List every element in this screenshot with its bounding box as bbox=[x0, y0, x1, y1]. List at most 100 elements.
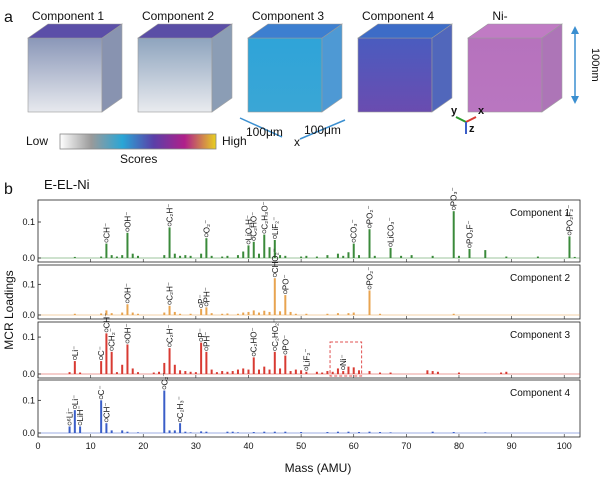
cube-title: Ni- bbox=[492, 9, 507, 23]
triad-y-label: y bbox=[451, 105, 458, 117]
peak-annotation: C₂HO⁻ bbox=[250, 212, 259, 237]
x-tick-label: 0 bbox=[35, 441, 40, 451]
series-label: Component 2 bbox=[510, 273, 570, 284]
cube-1: Component 1 bbox=[27, 9, 123, 113]
peak-annotation: C₂H₃⁻ bbox=[176, 396, 185, 418]
peak-annotation: LiCO₃⁻ bbox=[387, 217, 396, 243]
cube-4: Component 4 bbox=[357, 9, 453, 113]
peak-marker bbox=[451, 206, 456, 211]
peak-marker bbox=[99, 356, 104, 360]
peak-marker bbox=[199, 337, 204, 342]
peak-annotation: LiO₂H⁻ bbox=[244, 215, 253, 241]
peak-marker bbox=[67, 421, 72, 426]
peak-marker bbox=[204, 346, 209, 351]
cube-side-face bbox=[211, 23, 233, 113]
triad-z-label: z bbox=[469, 123, 475, 135]
peak-annotation: LiF₂⁻ bbox=[302, 348, 311, 366]
dim-z-arrowhead-top bbox=[571, 26, 579, 34]
panel-a-label: a bbox=[4, 9, 13, 26]
colorbar-high-label: High bbox=[222, 134, 247, 148]
plot-area: 0.00.1CH⁻OH⁻ C₂H⁻O₂⁻ LiO₂H⁻C₂HO⁻ C₂H₃O⁻ LiF₂… bbox=[22, 187, 581, 451]
peak-annotation: CO₃⁻ bbox=[350, 219, 359, 238]
cube-top-face bbox=[467, 23, 563, 39]
y-tick-label: 0.1 bbox=[22, 217, 35, 227]
cube-title: Component 2 bbox=[142, 9, 214, 23]
peak-marker bbox=[104, 418, 109, 423]
dim-z-label: 100nm bbox=[589, 48, 600, 82]
peak-annotation: OH⁻ bbox=[123, 212, 132, 228]
colorbar bbox=[59, 133, 217, 150]
cube-top-face bbox=[357, 23, 453, 39]
cube-5: Ni- bbox=[467, 9, 563, 113]
peak-marker bbox=[167, 343, 172, 348]
peak-marker bbox=[272, 346, 277, 351]
dim-y-arrow bbox=[299, 119, 346, 140]
subplot-3: 0.0 0.1 Li⁻ C⁻ CH⁻CH₂⁻ OH⁻ C₂H⁻ P⁻PH⁻ C₂HO⁻ C₂HO₂… bbox=[22, 313, 581, 379]
peak-annotation: C₂HO₂⁻ bbox=[271, 319, 280, 347]
subplot-1: 0.0 0.1 CH⁻ OH⁻ C₂H⁻ O₂⁻ LiO₂H⁻C₂HO⁻ C₂H₃O⁻ LiF₂… bbox=[22, 187, 581, 263]
y-axis-label: MCR Loadings bbox=[2, 270, 16, 349]
peak-annotation: PO₂F₂⁻ bbox=[565, 205, 574, 232]
peak-annotation: C₂H⁻ bbox=[166, 324, 175, 343]
cube-side-face bbox=[431, 23, 453, 113]
peak-annotation: P⁻ bbox=[197, 328, 206, 338]
cube-side-face bbox=[541, 23, 563, 113]
peak-marker bbox=[467, 244, 472, 248]
cube-front-face bbox=[27, 37, 103, 113]
panel-b-chart: b E-EL-Ni MCR Loadings Mass (AMU) 0.0 0.1… bbox=[2, 177, 581, 475]
x-tick-label: 60 bbox=[349, 441, 359, 451]
cube-front-face bbox=[467, 37, 543, 113]
peak-marker bbox=[167, 222, 172, 227]
x-tick-label: 70 bbox=[401, 441, 411, 451]
peak-annotation: PO⁻ bbox=[281, 335, 290, 351]
cube-side-face bbox=[101, 23, 123, 113]
peak-marker bbox=[367, 224, 372, 229]
peak-annotation: P⁻ bbox=[197, 294, 206, 304]
axis-x-label: x bbox=[294, 135, 300, 149]
dim-x-label: 100μm bbox=[246, 125, 283, 139]
y-tick-label: 0.0 bbox=[22, 428, 35, 438]
peak-annotation: Li⁻ bbox=[71, 395, 80, 405]
peak-annotation: PO₂⁻ bbox=[366, 205, 375, 224]
peak-marker bbox=[367, 285, 372, 290]
cube-top-face bbox=[137, 23, 233, 39]
peak-marker bbox=[204, 233, 209, 238]
peak-annotation: C₂H⁻ bbox=[166, 282, 175, 301]
cube-top-face bbox=[27, 23, 123, 39]
peak-marker bbox=[72, 356, 77, 360]
cube-title: Component 4 bbox=[362, 9, 434, 23]
peak-marker bbox=[162, 385, 167, 390]
chart-title: E-EL-Ni bbox=[44, 177, 90, 192]
y-tick-label: 0.1 bbox=[22, 395, 35, 405]
ni-highlight-box bbox=[329, 341, 363, 377]
peak-annotation: Ni⁻ bbox=[339, 354, 348, 366]
peak-annotation: PO₃⁻ bbox=[450, 187, 459, 206]
series-label: Component 3 bbox=[510, 330, 570, 341]
peak-annotation: CH⁻ bbox=[102, 223, 111, 239]
peak-annotation: PO₂⁻ bbox=[366, 267, 375, 286]
colorbar-title: Scores bbox=[120, 152, 157, 166]
peak-marker bbox=[78, 421, 82, 426]
peak-marker bbox=[178, 418, 182, 423]
x-tick-label: 20 bbox=[138, 441, 148, 451]
peak-annotation: LiF₂⁻ bbox=[271, 217, 280, 235]
cube-title: Component 1 bbox=[32, 9, 104, 23]
x-tick-label: 90 bbox=[507, 441, 517, 451]
dim-x-arrow bbox=[239, 117, 283, 138]
peak-annotation: C₂HO⁻ bbox=[250, 327, 259, 352]
peak-annotation: OH⁻ bbox=[123, 283, 132, 299]
subplot-frame bbox=[37, 264, 581, 320]
y-tick-label: 0.1 bbox=[22, 332, 35, 342]
cube-3: Component 3 bbox=[247, 9, 343, 113]
peak-annotation: PH⁻ bbox=[202, 287, 211, 302]
peak-annotation: LiH⁻ bbox=[76, 405, 85, 421]
peak-marker bbox=[125, 339, 130, 344]
subplot-4: 0.0 0.1 ⁶Li⁻ Li⁻LiH⁻ C⁻ CH⁻ C₂⁻ C₂H₃⁻ Component … bbox=[22, 372, 581, 438]
subplot-2: 0.0 0.1 OH⁻ C₂H⁻ P⁻PH⁻ CHO₂⁻PO⁻ PO₂⁻ Component … bbox=[22, 248, 581, 320]
cube-front-face bbox=[357, 37, 433, 113]
peak-annotation: OH⁻ bbox=[123, 323, 132, 339]
y-tick-label: 0.0 bbox=[22, 310, 35, 320]
y-tick-label: 0.1 bbox=[22, 279, 35, 289]
peak-annotation: O₂⁻ bbox=[202, 220, 211, 234]
peak-marker bbox=[104, 328, 109, 333]
